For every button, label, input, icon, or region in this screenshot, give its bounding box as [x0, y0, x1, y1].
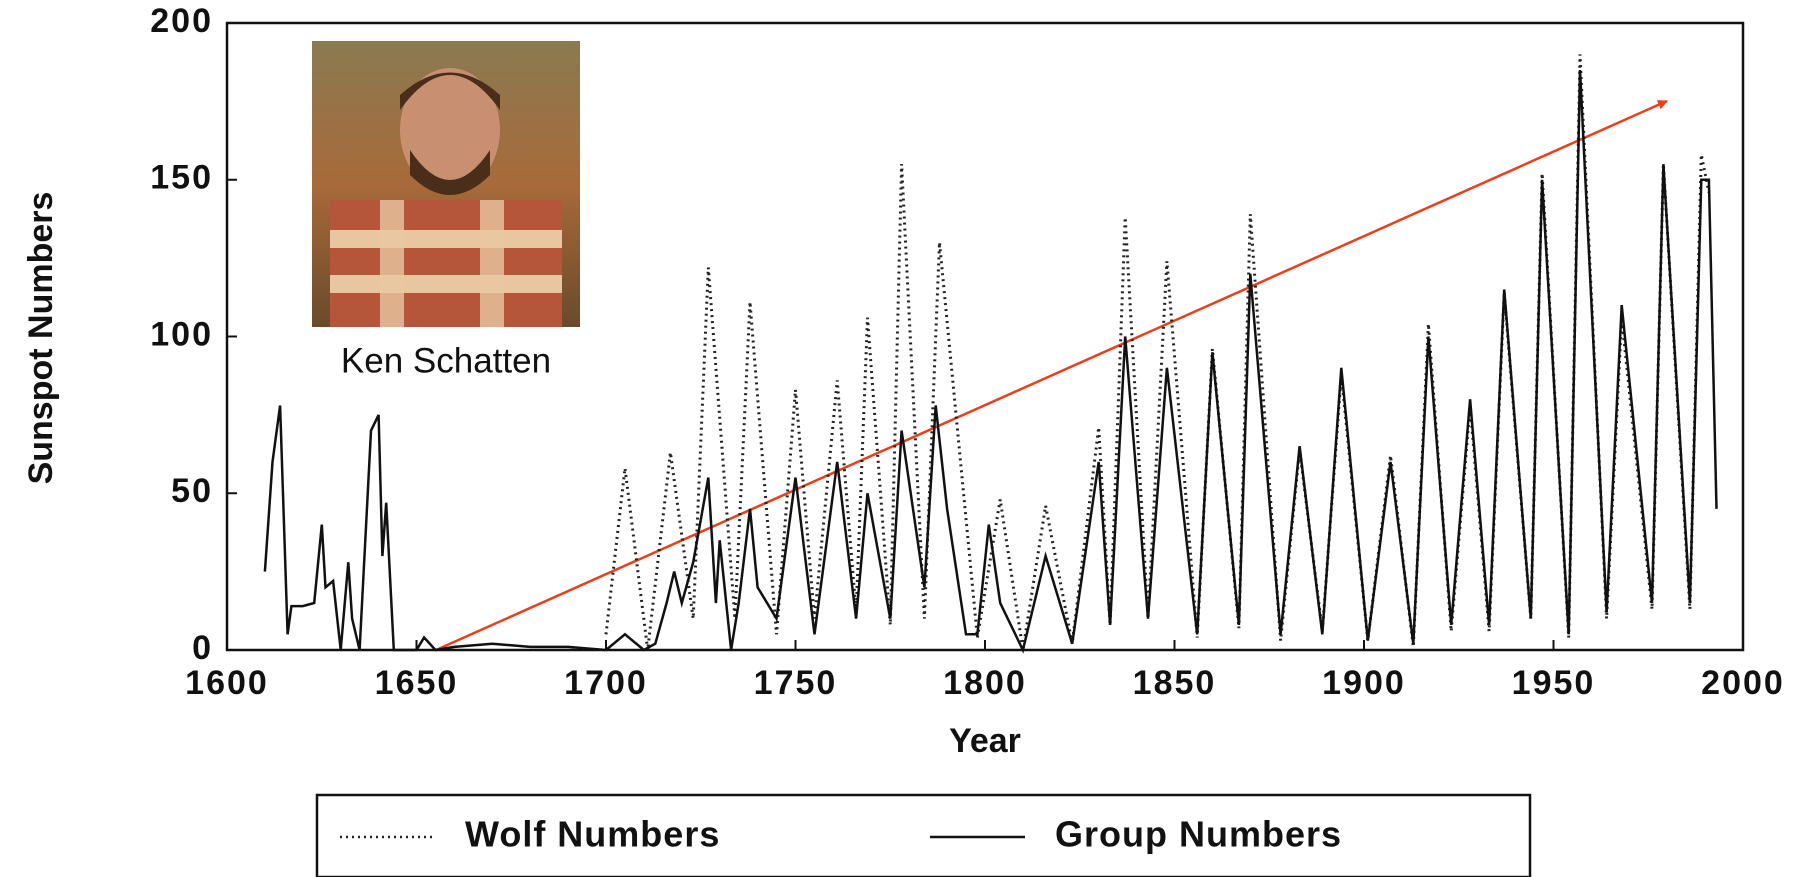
y-tick-label: 200 [150, 2, 213, 40]
y-axis-title: Sunspot Numbers [22, 192, 60, 485]
trend-arrow [435, 99, 1668, 652]
y-tick-label: 150 [150, 159, 213, 197]
legend-label: Wolf Numbers [465, 814, 720, 855]
x-tick-label: 1850 [1133, 664, 1217, 702]
legend-label: Group Numbers [1055, 814, 1342, 855]
x-tick-label: 1950 [1512, 664, 1596, 702]
x-axis-title: Year [949, 722, 1021, 760]
x-tick-label: 1900 [1322, 664, 1406, 702]
x-tick-label: 2000 [1701, 664, 1785, 702]
x-tick-label: 1600 [185, 664, 269, 702]
x-tick-label: 1800 [943, 664, 1027, 702]
x-tick-label: 1700 [564, 664, 648, 702]
photo [312, 41, 580, 327]
annotation: Ken Schatten [341, 341, 551, 380]
y-tick-label: 0 [192, 629, 213, 667]
y-tick-label: 50 [171, 472, 213, 510]
y-tick-label: 100 [150, 315, 213, 353]
legend [315, 793, 1532, 877]
x-tick-label: 1750 [754, 664, 838, 702]
series-line [604, 54, 1711, 651]
x-tick-label: 1650 [375, 664, 459, 702]
series-line [263, 69, 1718, 654]
